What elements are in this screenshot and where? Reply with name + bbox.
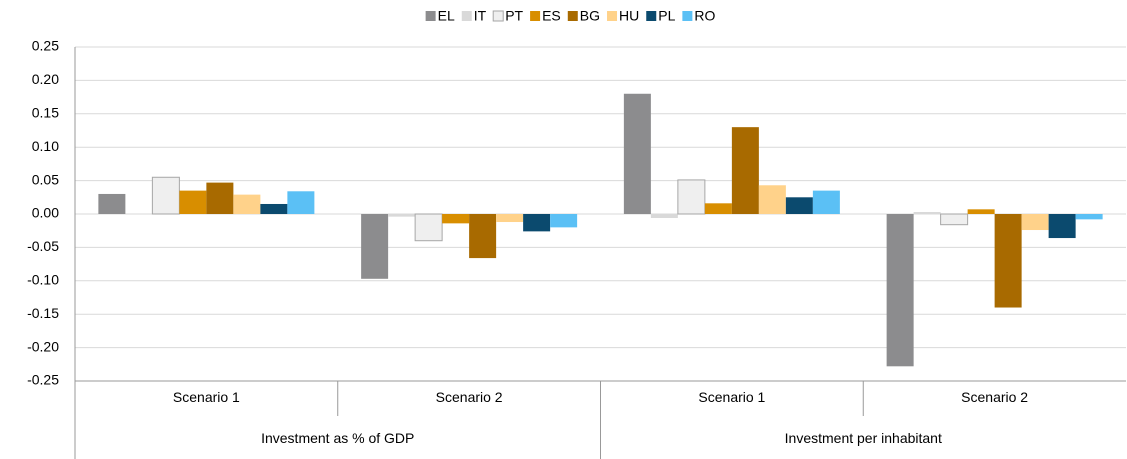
bar	[206, 182, 234, 214]
x-tick-label: Scenario 1	[173, 389, 240, 405]
y-tick-label: -0.10	[27, 272, 59, 288]
legend-swatch	[492, 10, 504, 22]
y-tick-label: -0.15	[27, 305, 59, 321]
legend-swatch	[607, 11, 618, 21]
y-tick-label: 0.20	[32, 71, 59, 87]
bar	[913, 211, 941, 214]
bar	[886, 214, 914, 367]
bar	[677, 179, 706, 215]
bar	[523, 214, 551, 232]
x-tick-label: Scenario 2	[961, 389, 1028, 405]
bar	[260, 203, 288, 214]
bar	[1075, 214, 1103, 220]
y-tick-label: 0.10	[32, 138, 59, 154]
bar	[758, 185, 786, 214]
legend-label: ES	[542, 8, 561, 24]
legend-label: IT	[474, 8, 487, 24]
bar	[623, 93, 651, 214]
bar	[967, 209, 995, 214]
bar	[361, 214, 389, 279]
bar	[1048, 214, 1076, 239]
legend-label: PL	[658, 8, 675, 24]
legend-swatch	[567, 11, 578, 21]
bar	[994, 214, 1022, 308]
legend-label: HU	[619, 8, 639, 24]
bar	[550, 214, 578, 228]
x-tick-label: Scenario 2	[436, 389, 503, 405]
x-tick-label: Scenario 1	[698, 389, 765, 405]
bar	[414, 213, 443, 242]
bar	[151, 176, 180, 215]
legend-swatch	[682, 11, 693, 21]
bar	[388, 214, 416, 217]
x-group-label: Investment as % of GDP	[261, 430, 414, 446]
bar	[704, 203, 732, 214]
legend-label: BG	[580, 8, 600, 24]
bar	[940, 213, 969, 226]
legend-swatch	[530, 11, 541, 21]
bar	[1021, 214, 1049, 231]
y-tick-label: 0.15	[32, 105, 59, 121]
y-tick-label: 0.05	[32, 171, 59, 187]
bar	[496, 214, 524, 223]
bar	[812, 190, 840, 214]
legend-label: PT	[505, 8, 523, 24]
bar	[287, 191, 315, 214]
bar	[469, 214, 497, 259]
bar	[233, 194, 261, 214]
bar	[650, 214, 678, 219]
bar	[731, 127, 759, 214]
x-group-label: Investment per inhabitant	[785, 430, 942, 446]
y-tick-label: -0.05	[27, 238, 59, 254]
legend-swatch	[461, 11, 472, 21]
legend-swatch	[425, 11, 436, 21]
y-tick-label: 0.25	[32, 38, 59, 54]
bar	[785, 197, 813, 214]
bar	[179, 190, 207, 214]
y-tick-label: -0.20	[27, 338, 59, 354]
bar	[442, 214, 470, 224]
bar	[98, 193, 126, 214]
legend-label: RO	[694, 8, 715, 24]
legend-swatch	[646, 11, 657, 21]
y-tick-label: -0.25	[27, 372, 59, 388]
legend-label: EL	[438, 8, 455, 24]
y-tick-label: 0.00	[32, 205, 59, 221]
